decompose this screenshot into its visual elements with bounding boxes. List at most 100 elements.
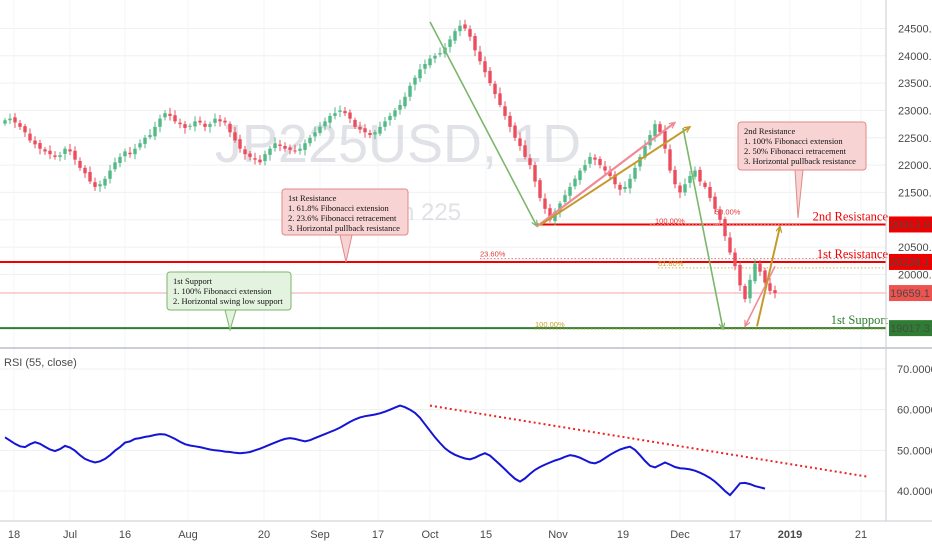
rsi-tick-label: 40.0000: [897, 486, 932, 498]
candle-body: [733, 252, 737, 267]
time-tick-label: Jul: [63, 529, 77, 541]
price-box-label: 19017.3: [890, 323, 930, 335]
candle-body: [138, 143, 142, 148]
candle-body: [643, 145, 647, 158]
candle-body: [393, 110, 397, 117]
extension-arrow: [536, 121, 675, 228]
candle-body: [238, 139, 242, 149]
candle-body: [223, 120, 227, 123]
callout-line: 1st Support: [173, 276, 213, 286]
callout-line: 2nd Resistance: [744, 126, 795, 136]
candle-body: [403, 96, 407, 107]
callout-line: 1. 100% Fibonacci extension: [744, 136, 843, 146]
candle-body: [773, 290, 777, 294]
candle-body: [308, 137, 312, 144]
candle-body: [678, 185, 682, 193]
candle-body: [343, 111, 347, 114]
callout-line: 3. Horizontal pullback resistance: [744, 156, 856, 166]
time-tick-label: 15: [480, 529, 492, 541]
candle-body: [483, 61, 487, 73]
fib-level-label: 100.00%: [655, 217, 685, 226]
candle-body: [133, 148, 137, 155]
candle-body: [453, 31, 457, 41]
candle-body: [413, 77, 417, 85]
time-tick-label: 18: [8, 529, 20, 541]
candle-body: [248, 153, 252, 157]
candle-body: [13, 117, 17, 123]
candle-body: [3, 120, 7, 124]
candle-body: [113, 162, 117, 170]
candle-body: [53, 155, 57, 157]
candle-body: [213, 118, 217, 123]
candle-body: [143, 137, 147, 144]
rsi-tick-label: 70.0000: [897, 364, 932, 376]
candle-body: [123, 151, 127, 157]
time-tick-label: 17: [372, 529, 384, 541]
price-box-label: 19659.1: [890, 288, 930, 300]
candle-body: [108, 170, 112, 179]
time-axis: 18 Jul 16 Aug 20 Sep 17 Oct 15 Nov 19 Dec 17 2019 21: [8, 529, 867, 541]
candle-body: [758, 263, 762, 272]
callout-tail: [339, 234, 353, 263]
candle-body: [523, 145, 527, 157]
price-tick-label: 20500.0: [898, 242, 932, 254]
candle-body: [253, 158, 257, 160]
candle-body: [718, 209, 722, 220]
time-tick-label: Oct: [421, 529, 438, 541]
candle-body: [278, 144, 282, 146]
candle-body: [43, 149, 47, 152]
callout-line: 1. 100% Fibonacci extension: [173, 286, 272, 296]
candle-body: [723, 219, 727, 237]
candle-body: [588, 156, 592, 164]
candle-body: [378, 126, 382, 134]
callout-box: [166, 271, 292, 311]
candle-body: [83, 167, 87, 174]
candle-body: [768, 283, 772, 291]
time-tick-label: 21: [855, 529, 867, 541]
candle-body: [763, 270, 767, 283]
candle-body: [68, 149, 72, 152]
fib-level-label: 23.60%: [480, 250, 506, 259]
candle-body: [428, 58, 432, 66]
candle-body: [158, 118, 162, 127]
candle-body: [38, 143, 42, 149]
candle-body: [598, 158, 602, 166]
candle-body: [488, 70, 492, 84]
candle-body: [173, 115, 177, 122]
price-tick-label: 23500.0: [898, 78, 932, 90]
candle-body: [318, 126, 322, 133]
price-box: [889, 216, 932, 233]
callout-line: 1st Resistance: [288, 193, 337, 203]
candle-body: [558, 203, 562, 212]
candle-body: [508, 115, 512, 127]
time-tick-label: Nov: [548, 529, 568, 541]
resistance-2-label: 2nd Resistance: [813, 209, 889, 223]
candle-body: [288, 147, 292, 150]
candle-body: [208, 124, 212, 127]
callout-line: 2. 23.6% Fibonacci retracement: [288, 213, 397, 223]
price-tick-label: 24000.0: [898, 51, 932, 63]
price-box: [889, 320, 932, 337]
candle-body: [603, 166, 607, 171]
candle-body: [573, 178, 577, 187]
candle-body: [563, 195, 567, 203]
pullback-arrow: [756, 226, 780, 327]
candle-body: [353, 119, 357, 127]
candle-body: [218, 119, 222, 122]
candle-body: [468, 29, 472, 37]
candle-body: [183, 124, 187, 128]
candle-body: [473, 36, 477, 51]
candle-body: [493, 83, 497, 95]
candle-body: [638, 156, 642, 167]
time-tick-label: 16: [119, 529, 131, 541]
price-box: [889, 253, 932, 270]
pullback-arrow: [744, 265, 776, 326]
callout-box: [737, 121, 867, 171]
candle-body: [383, 121, 387, 127]
candle-body: [348, 112, 352, 119]
candle-body: [478, 51, 482, 62]
candle-body: [513, 125, 517, 138]
candle-body: [688, 176, 692, 183]
